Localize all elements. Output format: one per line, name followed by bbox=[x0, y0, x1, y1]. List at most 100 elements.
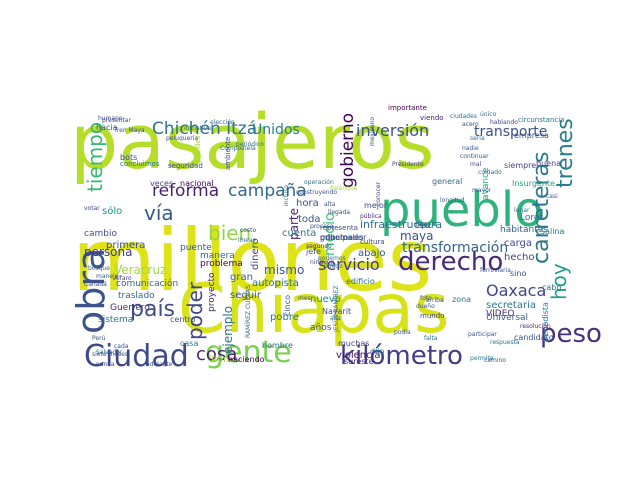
word-buena: buena bbox=[536, 159, 561, 168]
word-carreteras: carreteras bbox=[529, 152, 554, 264]
word-bien: bien bbox=[208, 221, 251, 245]
word-anos: años bbox=[310, 323, 332, 333]
word-operacion: operación bbox=[304, 179, 334, 186]
word-seguridad: seguridad bbox=[168, 162, 203, 170]
word-compostela: Compostela bbox=[220, 145, 256, 152]
word-mejor: mejor bbox=[364, 201, 388, 210]
word-video: VIDEO bbox=[486, 309, 515, 319]
word-principales: principales bbox=[320, 233, 364, 242]
word-muchas: muchas bbox=[338, 339, 369, 348]
word-problema: problema bbox=[200, 259, 243, 269]
word-cabo: cabo bbox=[542, 283, 561, 292]
word-hoy: hoy bbox=[547, 263, 571, 300]
word-nadie: nadie bbox=[462, 145, 479, 152]
word-peru: Perú bbox=[92, 335, 106, 342]
word-oaxaca: Oaxaca bbox=[486, 281, 546, 300]
word-cuidado: cuidado bbox=[478, 169, 502, 176]
word-arriba: arriba bbox=[426, 297, 444, 304]
word-nacional: nacional bbox=[180, 179, 214, 188]
word-veracruz: Veracruz bbox=[114, 263, 166, 277]
word-solo: sólo bbox=[102, 205, 122, 217]
word-permite: permite bbox=[470, 355, 494, 362]
word-abajo: abajo bbox=[358, 248, 386, 259]
word-proyecto: proyecto bbox=[207, 272, 217, 312]
word-tren-maya: Tren Maya bbox=[113, 127, 145, 134]
word-pasajeros: pasajeros bbox=[70, 97, 435, 186]
word-sistema: sistema bbox=[98, 315, 133, 325]
word-zona: zona bbox=[452, 295, 471, 304]
word-presidente: Presidente bbox=[392, 161, 424, 168]
word-violencia: violencia bbox=[336, 350, 381, 361]
word-palenque: Palenque bbox=[330, 185, 358, 192]
word-gente: gente bbox=[205, 335, 292, 370]
word-votar: votar bbox=[84, 205, 100, 212]
word-viendo: viendo bbox=[420, 114, 444, 122]
word-camino: camino bbox=[484, 357, 506, 364]
word-dueno: dueño bbox=[416, 303, 435, 310]
word-bosque: bosque bbox=[88, 265, 110, 272]
word-guerrero: Guerrero bbox=[110, 303, 150, 313]
word-salvador: Salvador bbox=[96, 349, 123, 356]
word-mes: mes bbox=[298, 295, 311, 302]
word-comunicacion: comunicación bbox=[116, 278, 178, 289]
word-lineas: líneas bbox=[238, 237, 256, 244]
word-cosa: cosa bbox=[196, 344, 237, 365]
word-mismo: mismo bbox=[264, 263, 304, 277]
word-peso: peso bbox=[540, 319, 602, 349]
word-secretaria: secretaria bbox=[486, 300, 536, 311]
word-universal: Universal bbox=[486, 313, 528, 323]
word-carga: carga bbox=[504, 238, 532, 249]
word-veces: veces bbox=[150, 179, 173, 188]
word-infraestructura: infraestructura bbox=[360, 218, 442, 231]
word-concluimos: concluimos bbox=[120, 160, 160, 168]
word-tepic: Tepic bbox=[413, 222, 432, 230]
word-chiapas: Chiapas bbox=[178, 270, 449, 349]
word-hablando: hablando bbox=[490, 119, 518, 126]
word-inversion: inversión bbox=[356, 121, 429, 140]
word-tren: Tren bbox=[209, 355, 229, 365]
word-chichen-itza: Chichén Itzá bbox=[152, 119, 257, 139]
word-via: vía bbox=[144, 201, 174, 225]
word-cultura: cultura bbox=[360, 238, 385, 246]
word-habitantes: habitantes bbox=[500, 225, 548, 235]
word-alla: alla bbox=[330, 315, 341, 322]
word-general: general bbox=[432, 177, 462, 186]
word-bots: bots bbox=[120, 153, 137, 162]
word-falta: falta bbox=[424, 335, 438, 342]
word-manera: manera bbox=[200, 251, 235, 261]
word-grandes: grandes bbox=[194, 135, 202, 164]
word-puente: puente bbox=[180, 243, 212, 253]
word-reforma: reforma bbox=[152, 181, 219, 201]
word-participar: participar bbox=[468, 331, 497, 338]
word-dinero: dinero bbox=[250, 238, 261, 270]
word-traslado: traslado bbox=[118, 291, 155, 301]
word-podia: podía bbox=[394, 329, 411, 336]
word-hombre: hombre bbox=[262, 341, 293, 350]
word-iniciativa: iniciativa bbox=[184, 125, 211, 132]
word-mayor: mayor bbox=[472, 187, 492, 194]
word-gobierno: gobierno bbox=[338, 113, 358, 188]
word-medio: medio bbox=[322, 212, 338, 256]
word-pobre: pobre bbox=[270, 312, 299, 323]
word-empresa: empresa bbox=[514, 131, 549, 140]
word-pueblo: pueblo bbox=[380, 182, 544, 238]
word-cada: cada bbox=[114, 343, 129, 350]
word-edificio: edificio bbox=[346, 277, 375, 286]
word-ferroviaria: ferroviaria bbox=[480, 267, 511, 274]
word-siete-meses: siete meses bbox=[92, 351, 128, 358]
word-siempre: siempre bbox=[504, 161, 536, 170]
word-resolucion: resolución bbox=[520, 323, 551, 330]
word-seguir: seguir bbox=[230, 290, 262, 301]
word-trenes: trenes bbox=[553, 118, 578, 188]
word-alta: alta bbox=[324, 201, 336, 208]
word-periodista: periodista bbox=[541, 302, 550, 342]
word-servicio: servicio bbox=[318, 255, 380, 274]
word-insurgente: Insurgente bbox=[512, 179, 555, 188]
word-unico: único bbox=[480, 111, 497, 118]
word-toda: toda bbox=[298, 214, 321, 225]
word-nuevo: nuevo bbox=[310, 294, 341, 305]
word-adelante: adelante bbox=[146, 361, 173, 368]
word-primera: primera bbox=[106, 240, 145, 251]
word-publica: pública bbox=[360, 213, 382, 220]
